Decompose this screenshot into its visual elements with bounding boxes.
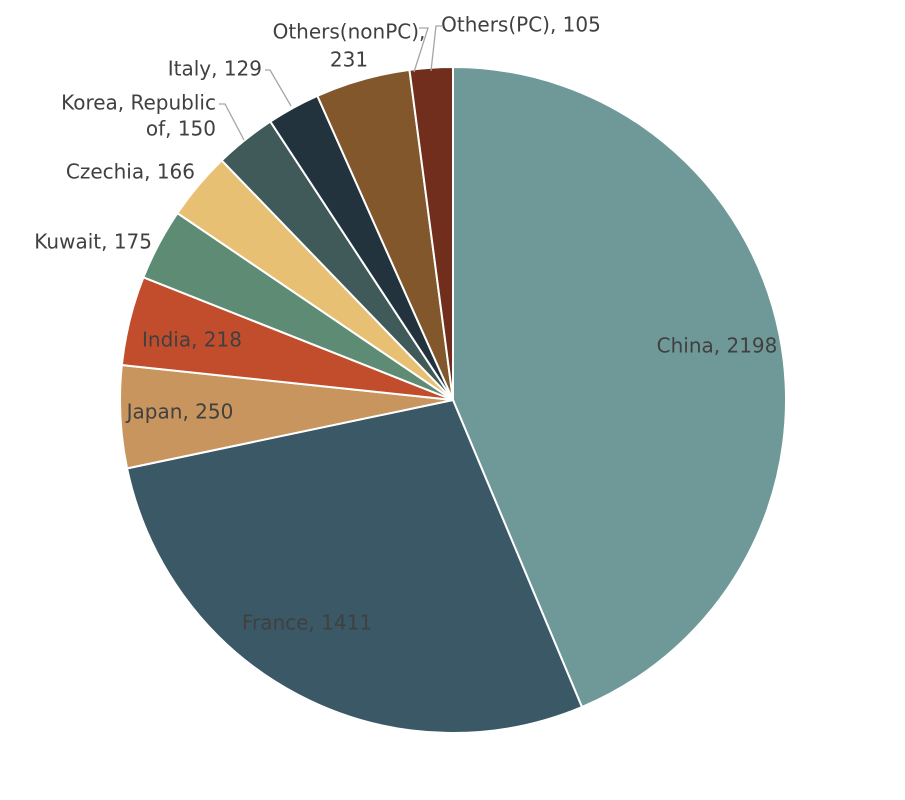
data-label-kuwait: Kuwait, 175 <box>34 230 152 254</box>
leader-line-korea-republic-of <box>219 103 245 141</box>
data-label-france: France, 1411 <box>242 611 372 635</box>
leader-line-italy <box>265 69 292 107</box>
pie-slices <box>119 65 787 734</box>
leader-lines <box>219 25 442 141</box>
data-label-china: China, 2198 <box>657 334 778 358</box>
data-label-italy: Italy, 129 <box>168 57 262 81</box>
leader-line-others-nonpc <box>413 27 429 73</box>
data-label-korea-republic-of: Korea, Republic of, 150 <box>61 91 216 141</box>
data-label-czechia: Czechia, 166 <box>66 160 195 184</box>
data-label-india: India, 218 <box>142 328 242 352</box>
data-label-others-pc: Others(PC), 105 <box>441 13 601 37</box>
data-labels: China, 2198 France, 1411 Japan, 250 India, … <box>34 13 777 635</box>
leader-line-others-pc <box>430 25 442 72</box>
pie-slice-china <box>452 65 787 709</box>
pie-slice-france <box>125 398 584 734</box>
data-label-japan: Japan, 250 <box>125 400 234 424</box>
data-label-others-nonpc: Others(nonPC), 231 <box>273 20 426 72</box>
